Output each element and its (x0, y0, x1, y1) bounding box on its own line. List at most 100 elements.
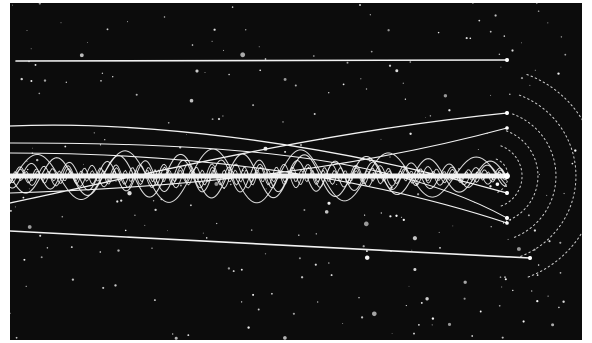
star (522, 320, 525, 323)
star (116, 200, 119, 203)
star (439, 246, 441, 249)
star (10, 209, 12, 212)
star (516, 247, 521, 251)
star (499, 276, 502, 278)
star (559, 272, 562, 274)
dotted-arc (512, 113, 557, 239)
star (537, 10, 540, 12)
star (389, 156, 391, 158)
star (250, 229, 253, 231)
star (489, 30, 492, 33)
star (83, 163, 85, 165)
star (408, 285, 410, 287)
star (46, 247, 49, 249)
star (270, 292, 273, 295)
star (364, 255, 370, 260)
star (411, 249, 413, 251)
star (222, 115, 224, 117)
star (314, 263, 317, 266)
star (404, 98, 407, 100)
star (504, 276, 506, 278)
trail-endpoint (505, 216, 509, 220)
star (43, 79, 47, 82)
star (214, 181, 219, 186)
star (438, 231, 440, 233)
trail-endpoints (504, 58, 532, 260)
star (240, 301, 243, 303)
star (531, 290, 533, 292)
star (152, 200, 155, 202)
star (362, 245, 365, 248)
star (490, 226, 492, 228)
star (495, 182, 500, 186)
star (167, 121, 170, 124)
star (60, 22, 62, 24)
star (564, 53, 567, 56)
star (228, 73, 230, 76)
star (490, 94, 492, 96)
star (409, 61, 412, 63)
star (429, 115, 432, 117)
star (312, 55, 315, 57)
star (25, 285, 27, 287)
star (265, 188, 267, 190)
star (202, 232, 204, 234)
star (469, 37, 472, 40)
star (363, 221, 369, 227)
star (557, 72, 560, 75)
star (189, 98, 194, 103)
star (536, 274, 539, 276)
star (372, 311, 377, 317)
star (211, 40, 213, 42)
oscillating-trail (10, 169, 507, 183)
star (217, 117, 221, 121)
star (412, 236, 417, 241)
star (405, 305, 407, 307)
star (163, 16, 166, 18)
star (463, 280, 467, 284)
star (420, 301, 423, 304)
star (328, 92, 330, 94)
star (425, 297, 429, 301)
diagonal-trail-b (10, 112, 508, 204)
star (391, 332, 393, 334)
star (38, 92, 41, 95)
star (179, 184, 182, 187)
star (418, 324, 420, 326)
star (370, 50, 373, 53)
star (127, 21, 129, 23)
star (342, 83, 345, 86)
star (489, 185, 492, 188)
star (134, 214, 136, 217)
star (477, 149, 479, 150)
star (23, 258, 26, 261)
star (478, 19, 481, 22)
star (167, 230, 168, 232)
star (259, 69, 262, 72)
star (521, 42, 522, 44)
star (395, 69, 399, 73)
star (135, 93, 138, 96)
trail-endpoint (504, 173, 510, 179)
star (431, 317, 435, 320)
star (71, 278, 75, 281)
star (388, 64, 392, 67)
star (527, 214, 530, 217)
star (447, 322, 452, 326)
star (548, 240, 551, 243)
star (32, 147, 33, 149)
star (317, 301, 319, 303)
star (465, 37, 468, 40)
star (360, 316, 364, 319)
dotted-arc (526, 74, 582, 278)
star (292, 312, 295, 315)
star (10, 312, 11, 314)
star (264, 253, 267, 255)
dotted-arc-trails (495, 74, 582, 278)
star (284, 150, 287, 153)
star (315, 233, 317, 235)
star (472, 3, 474, 4)
star (240, 268, 243, 271)
star (509, 93, 511, 95)
diagonal-trail-a (10, 124, 508, 194)
